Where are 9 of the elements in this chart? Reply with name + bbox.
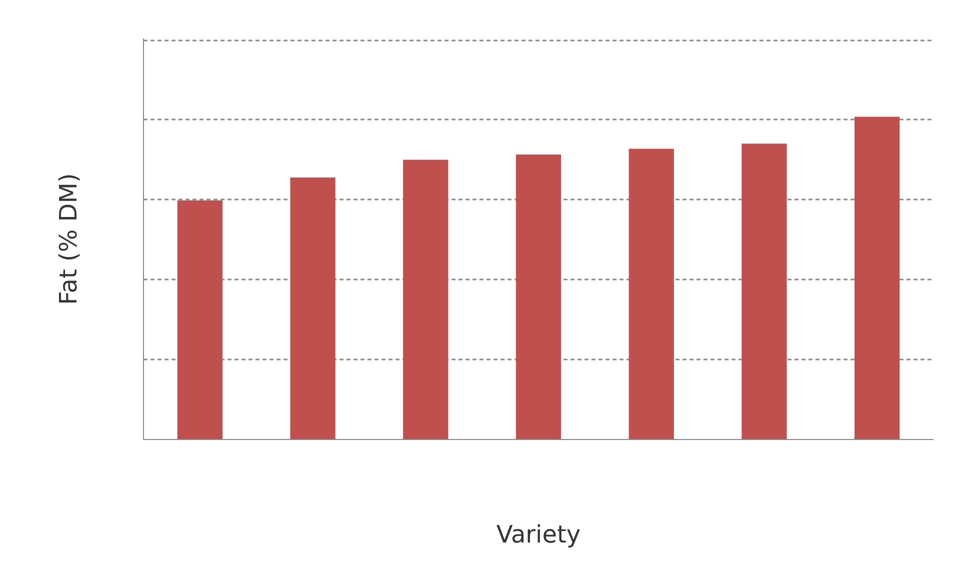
- bar: [742, 144, 787, 440]
- bar: [403, 160, 448, 440]
- bar: [854, 116, 900, 440]
- bar: [177, 200, 222, 440]
- y-axis-title: Fat (% DM): [54, 173, 82, 305]
- bar: [628, 148, 674, 440]
- x-axis-title: Variety: [496, 520, 581, 548]
- bar: [290, 177, 336, 440]
- bar: [516, 154, 562, 440]
